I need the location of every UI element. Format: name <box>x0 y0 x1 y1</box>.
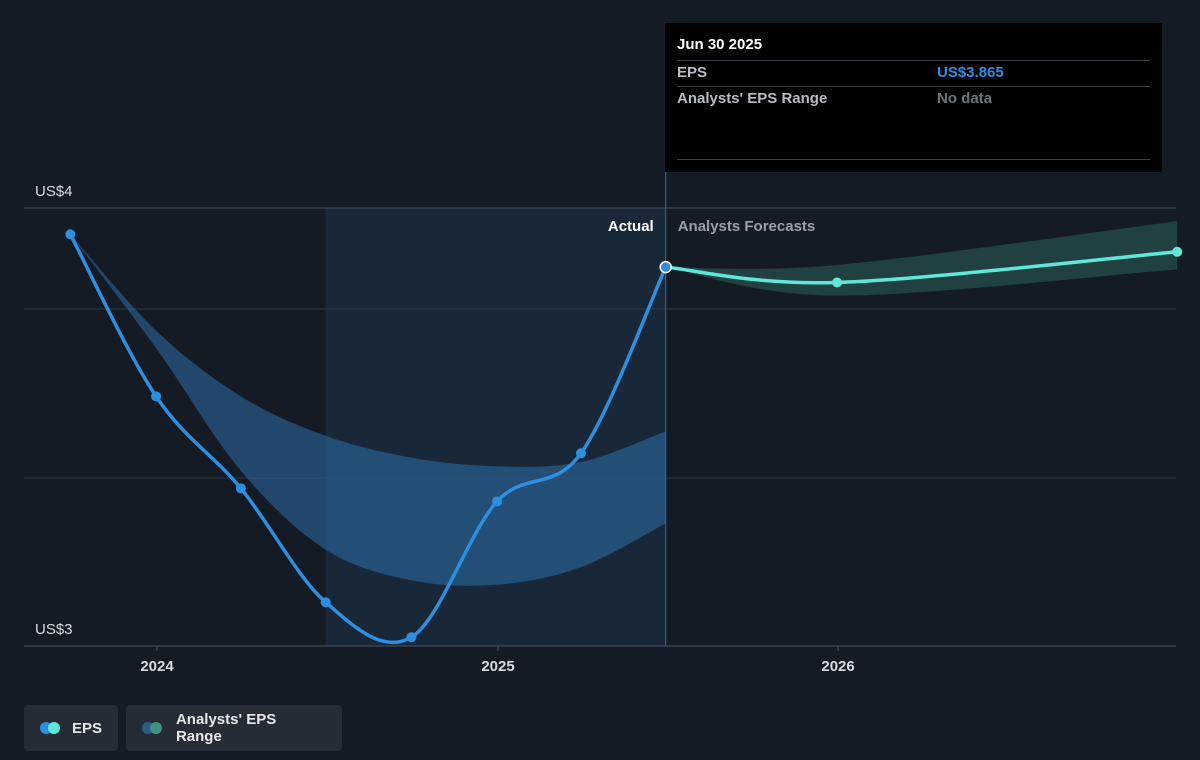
eps-point-1 <box>151 391 162 402</box>
x-tick-2024: 2024 <box>140 658 174 675</box>
eps-chart: US$4 US$3 2024 2025 2026 Actual Analysts Forec… <box>24 172 1183 675</box>
eps-point-4 <box>406 632 417 643</box>
tooltip-range-label: Analysts' EPS Range <box>677 90 828 107</box>
x-tick-2026: 2026 <box>821 658 854 675</box>
eps-point-5 <box>492 496 503 507</box>
eps-point-3 <box>320 597 331 608</box>
forecast-point-2 <box>1172 246 1183 257</box>
tooltip-row-eps: EPS US$3.865 <box>677 60 1150 86</box>
forecast-point-1 <box>832 277 843 288</box>
section-label-forecast: Analysts Forecasts <box>678 218 816 235</box>
eps-point-0 <box>65 229 76 240</box>
eps-point-2 <box>235 483 246 494</box>
tooltip-date: Jun 30 2025 <box>677 36 763 53</box>
tooltip-divider <box>677 159 1150 160</box>
eps-forecast-line <box>665 250 1178 285</box>
y-label-top: US$4 <box>35 183 73 200</box>
legend-item-range[interactable]: Analysts' EPS Range <box>126 705 342 751</box>
legend-range-swatch-icon <box>142 722 166 734</box>
legend-eps-label: EPS <box>71 719 102 737</box>
tooltip-eps-value: US$3.865 <box>937 64 1004 81</box>
eps-point-6 <box>575 448 586 459</box>
x-tick-2025: 2025 <box>481 658 514 675</box>
tooltip-range-value: No data <box>937 90 993 107</box>
tooltip-eps-label: EPS <box>677 64 708 81</box>
y-label-bottom: US$3 <box>35 621 73 638</box>
hover-tooltip: Jun 30 2025 EPS US$3.865 Analysts' EPS R… <box>665 23 1162 172</box>
legend-item-eps[interactable]: EPS <box>24 705 118 751</box>
eps-point-7 <box>659 260 672 274</box>
chart-legend: EPS Analysts' EPS Range <box>24 705 342 751</box>
legend-range-label: Analysts' EPS Range <box>175 711 277 745</box>
forecast-range-band <box>665 221 1178 296</box>
section-label-actual: Actual <box>608 218 654 235</box>
legend-eps-swatch-icon <box>40 722 62 734</box>
analysts-range-band <box>70 234 666 586</box>
tooltip-row-range: Analysts' EPS Range No data <box>677 86 1150 112</box>
